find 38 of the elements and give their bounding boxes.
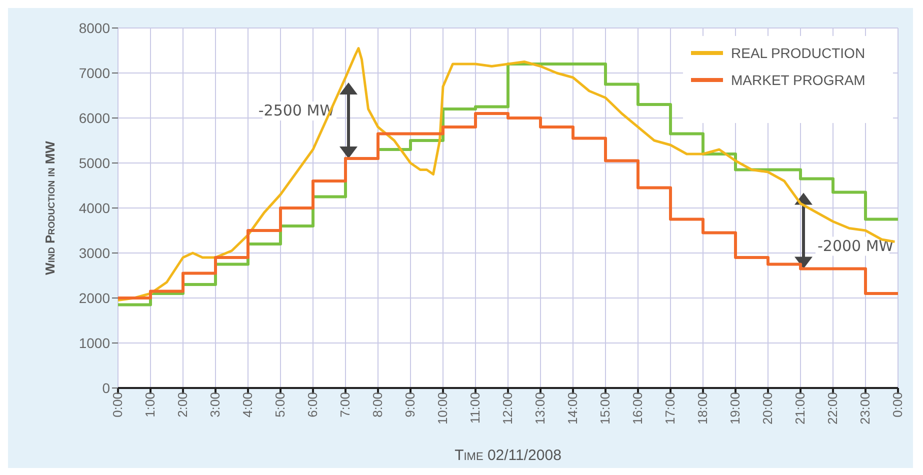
y-tick-label: 0 xyxy=(102,380,110,396)
x-tick-label: 5:00 xyxy=(272,392,288,418)
x-tick-label: 7:00 xyxy=(338,392,353,418)
x-tick-label: 4:00 xyxy=(240,392,256,418)
legend-label: REAL PRODUCTION xyxy=(731,45,866,61)
x-tick-label: 13:00 xyxy=(532,392,548,425)
y-tick-label: 5000 xyxy=(78,154,110,171)
x-tick-label: 17:00 xyxy=(662,392,678,425)
y-tick-label: 7000 xyxy=(78,64,110,81)
legend-label: MARKET PROGRAM xyxy=(731,72,866,88)
x-tick-label: 6:00 xyxy=(305,392,320,418)
x-tick-label: 8:00 xyxy=(370,392,386,418)
x-tick-label: 2:00 xyxy=(175,392,190,418)
x-tick-label: 16:00 xyxy=(630,392,646,425)
x-tick-label: 23:00 xyxy=(858,392,873,425)
y-tick-label: 6000 xyxy=(78,110,110,126)
y-tick-label: 2000 xyxy=(78,290,110,306)
x-tick-label: 9:00 xyxy=(402,392,418,418)
x-tick-label: 0:00 xyxy=(890,392,906,418)
x-tick-label: 14:00 xyxy=(565,392,580,425)
y-tick-label: 8000 xyxy=(78,20,110,36)
x-tick-label: 20:00 xyxy=(760,392,776,425)
x-tick-label: 21:00 xyxy=(792,392,808,425)
x-tick-label: 10:00 xyxy=(435,392,450,425)
x-axis-title: Time 02/11/2008 xyxy=(454,447,562,464)
x-tick-label: 15:00 xyxy=(598,392,613,425)
x-tick-label: 22:00 xyxy=(825,392,840,425)
y-tick-label: 1000 xyxy=(78,334,110,351)
x-tick-label: 19:00 xyxy=(728,392,743,425)
y-axis-title: Wind Production in MW xyxy=(42,140,58,275)
x-tick-label: 18:00 xyxy=(695,392,710,425)
x-tick-label: 0:00 xyxy=(110,392,126,418)
x-tick-label: 1:00 xyxy=(142,392,158,418)
y-tick-label: 3000 xyxy=(78,244,110,261)
x-tick-label: 3:00 xyxy=(208,392,223,418)
x-tick-label: 12:00 xyxy=(500,392,516,425)
x-tick-label: 11:00 xyxy=(468,392,483,424)
y-tick-label: 4000 xyxy=(78,200,110,216)
